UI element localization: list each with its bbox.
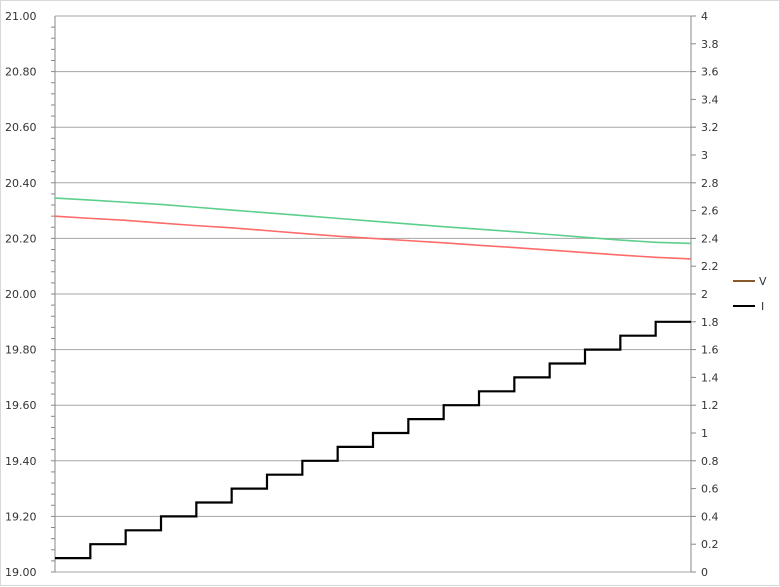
left-tick-label: 19.80 [5, 344, 37, 357]
legend-label-v: V [759, 275, 767, 288]
right-tick-label: 3.2 [701, 121, 719, 134]
right-tick-label: 1 [701, 427, 708, 440]
right-tick-label: 3.6 [701, 66, 719, 79]
series-line-unnamed-0 [54, 197, 692, 245]
right-tick-label: 1.2 [701, 399, 719, 412]
right-tick-label: 0.8 [701, 455, 719, 468]
left-tick-label: 19.20 [5, 510, 37, 523]
gridlines [55, 15, 691, 573]
right-tick-label: 1.4 [701, 371, 719, 384]
right-tick-label: 2.4 [701, 232, 719, 245]
right-tick-label: 2 [701, 288, 708, 301]
right-axis: 0 0.2 0.4 0.6 0.8 1 1.2 1.4 1.6 1.8 2 2.2 2.4 2.6 2.8 3… [690, 10, 719, 579]
right-tick-label: 1.8 [701, 316, 719, 329]
series-lines [54, 197, 692, 560]
left-tick-label: 19.00 [5, 566, 37, 579]
left-tick-label: 19.60 [5, 399, 37, 412]
series-line-i [55, 320, 691, 560]
left-tick-label: 20.20 [5, 232, 37, 245]
legend: V I [733, 275, 767, 313]
right-tick-label: 0.2 [701, 538, 719, 551]
left-tick-label: 20.80 [5, 66, 37, 79]
left-tick-label: 21.00 [5, 10, 37, 23]
right-tick-label: 2.8 [701, 177, 719, 190]
right-tick-label: 0.6 [701, 483, 719, 496]
right-tick-label: 2.2 [701, 260, 719, 273]
right-tick-label: 0.4 [701, 510, 719, 523]
left-axis: 19.00 19.20 19.40 19.60 19.80 20.00 20.20 20.40… [5, 10, 56, 579]
left-tick-label: 20.60 [5, 121, 37, 134]
right-tick-label: 0 [701, 566, 708, 579]
legend-label-i: I [761, 300, 764, 313]
left-tick-label: 20.00 [5, 288, 37, 301]
right-tick-label: 1.6 [701, 344, 719, 357]
right-tick-label: 3.4 [701, 93, 719, 106]
left-tick-label: 20.40 [5, 177, 37, 190]
right-tick-label: 3.8 [701, 38, 719, 51]
right-tick-label: 2.6 [701, 205, 719, 218]
right-tick-label: 3 [701, 149, 708, 162]
series-line-unnamed-1 [54, 215, 692, 260]
left-tick-label: 19.40 [5, 455, 37, 468]
right-tick-label: 4 [701, 10, 708, 23]
